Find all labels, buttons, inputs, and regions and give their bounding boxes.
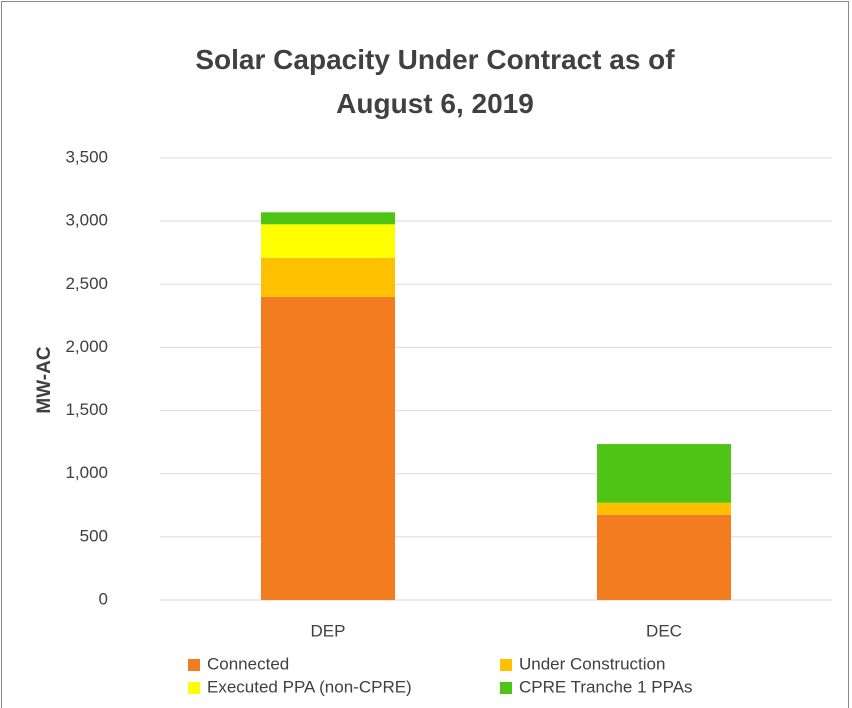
- legend-swatch: [500, 659, 512, 671]
- bar-segment: [597, 514, 731, 600]
- legend-label: Connected: [207, 654, 289, 673]
- y-tick-label: 1,000: [65, 463, 108, 482]
- legend-swatch: [500, 682, 512, 694]
- bar-segment: [261, 212, 395, 225]
- legend-label: Executed PPA (non-CPRE): [207, 677, 412, 696]
- y-tick-label: 3,500: [65, 147, 108, 166]
- legend-swatch: [188, 659, 200, 671]
- y-tick-label: 2,000: [65, 337, 108, 356]
- legend-label: CPRE Tranche 1 PPAs: [519, 677, 693, 696]
- bar-segment: [261, 296, 395, 600]
- x-tick-label: DEC: [646, 621, 682, 640]
- y-tick-label: 2,500: [65, 274, 108, 293]
- bar-segment: [597, 502, 731, 515]
- y-tick-label: 0: [99, 589, 108, 608]
- y-axis-label: MW-AC: [34, 346, 55, 413]
- x-tick-label: DEP: [311, 621, 346, 640]
- y-tick-label: 500: [80, 526, 108, 545]
- legend-label: Under Construction: [519, 654, 665, 673]
- bar-segment: [261, 224, 395, 258]
- chart-title: Solar Capacity Under Contract as of Augu…: [195, 44, 675, 119]
- y-tick-label: 3,000: [65, 211, 108, 230]
- bar-segment: [597, 444, 731, 503]
- y-tick-label: 1,500: [65, 400, 108, 419]
- legend-swatch: [188, 682, 200, 694]
- bar-segment: [261, 257, 395, 297]
